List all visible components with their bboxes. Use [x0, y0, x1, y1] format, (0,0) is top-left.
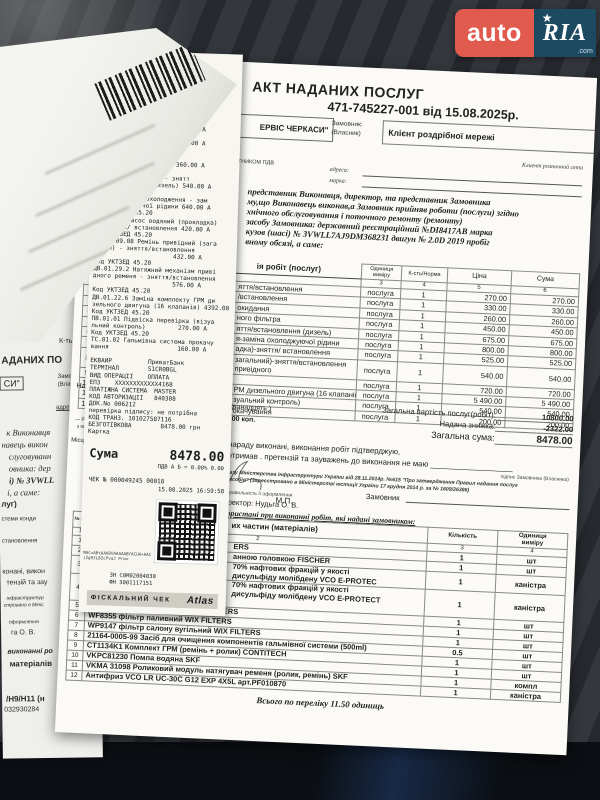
act-number: 471-745227-001 від 15.08.2025р.: [327, 99, 520, 123]
autoria-watermark: auto ★ RIA .com: [455, 9, 596, 57]
parts-qty: 1: [424, 589, 496, 620]
customer-value-box: Клієнт роздрібної мережі: [381, 120, 597, 154]
ria-logo-text: RIA: [542, 19, 587, 46]
strip-fragment: стровано в Мініс: [3, 602, 44, 609]
parts-row-number: 10: [66, 649, 84, 661]
strip-fragment: слуговуванн: [8, 450, 52, 462]
parts-row-number: 8: [67, 629, 85, 641]
strip-fragment: матеріалів: [9, 658, 53, 669]
parts-unit: каністра: [490, 689, 561, 703]
service-qty: 1: [396, 361, 444, 384]
ria-logo-box: ★ RIA .com: [533, 9, 596, 57]
strip-fragment: к Виконавця: [6, 426, 51, 438]
strip-fragment: СИ": [0, 376, 24, 391]
strip-fragment: 032930284: [4, 706, 40, 714]
barcode: [94, 43, 206, 121]
discount-label: Надана знижка:: [439, 419, 496, 431]
strip-fragment: оформлення: [8, 619, 39, 626]
receipt-datetime: 15.08.2025 16:59:58: [157, 487, 225, 496]
strip-fragment: тензій та зау: [6, 579, 48, 587]
auto-logo-text: auto: [467, 18, 522, 47]
customer-label: Замовник:: [331, 119, 363, 129]
strip-fragment: навець викон: [1, 439, 48, 450]
page-title: АКТ НАДАНИХ ПОСЛУГ: [252, 78, 425, 103]
strip-fragment: становлення: [1, 538, 38, 545]
strip-fragment: АДАНИХ ПО: [1, 354, 63, 367]
zamovnik-sign-line: [405, 501, 570, 511]
parts-row-number: 11: [66, 659, 83, 671]
strip-fragment: га О. В.: [11, 629, 36, 637]
qr-finder-bl: [157, 541, 177, 561]
fiscal-check-label: ФІСКАЛЬНИЙ ЧЕК: [90, 594, 171, 604]
parts-row-number: 12: [65, 669, 83, 681]
customer-label2: (Власник): [331, 128, 361, 138]
parts-qty: 1: [420, 686, 491, 700]
signature-scribble-2: [225, 460, 262, 492]
strip-fragment: луг): [1, 499, 17, 509]
customer-value-ru: Клиент розничной сети: [521, 162, 584, 172]
ria-com-text: .com: [577, 48, 593, 55]
marka-label: марка:: [329, 177, 347, 185]
strip-fragment: стеми конди: [1, 516, 36, 523]
strip-fragment: інфраструктур: [6, 595, 44, 602]
receipt-fn: ФН 3001117151: [109, 579, 153, 587]
grand-total-value: 8478.00: [494, 432, 573, 449]
zamovnik-label: Замовник: [365, 491, 400, 503]
parts-row-number: 7: [68, 620, 85, 631]
strip-fragment: К-ть: [59, 337, 73, 345]
star-icon: ★: [541, 11, 553, 25]
qr-finder-tr: [197, 503, 217, 524]
receipt-sum-row: Сума 8478.00: [89, 446, 224, 465]
receipt-zn-fn: ЗН С0М02004030 ФН 3001117151: [109, 573, 156, 587]
grand-total-label: Загальна сума:: [430, 429, 495, 443]
address-label: адреса:: [329, 166, 349, 174]
parts-unit: каністра: [493, 592, 566, 623]
parts-total: Всього по переліку 11.50 одиниць: [256, 695, 385, 711]
strip-fragment: і, а саме:: [7, 487, 41, 498]
strip-fragment: конані, викон: [2, 568, 45, 576]
auto-logo-box: auto: [455, 9, 534, 57]
receipt-check-number: ЧЕК № 000049245 00018: [88, 475, 165, 486]
strip-fragment: овника: дер: [8, 462, 51, 474]
receipt-sum-value: 8478.00: [169, 448, 225, 466]
receipt-sum-label: Сума: [89, 445, 119, 461]
strip-fragment: виконанні ро: [7, 647, 53, 656]
qr-finder-tl: [158, 502, 178, 522]
service-description-line: [234, 379, 354, 384]
address-line: [362, 175, 583, 187]
service-unit: послуга: [356, 359, 398, 382]
receipt-fiscal-row: ФІСКАЛЬНИЙ ЧЕК Atlas: [86, 589, 218, 610]
receipt-mac-line: MAC=ABtAAA0VAAAAABYACUA+AAC(Zg9JL82cPvaJ…: [82, 549, 152, 562]
atlas-brand: Atlas: [186, 595, 214, 607]
strip-fragment: /H9/H11 (н: [6, 694, 45, 704]
receipt-vat-line: ПДВ А Б = 0.00% 0.00: [157, 464, 224, 473]
qr-code: [153, 499, 220, 566]
strip-fragment: і) № 3VWLL: [8, 474, 55, 486]
